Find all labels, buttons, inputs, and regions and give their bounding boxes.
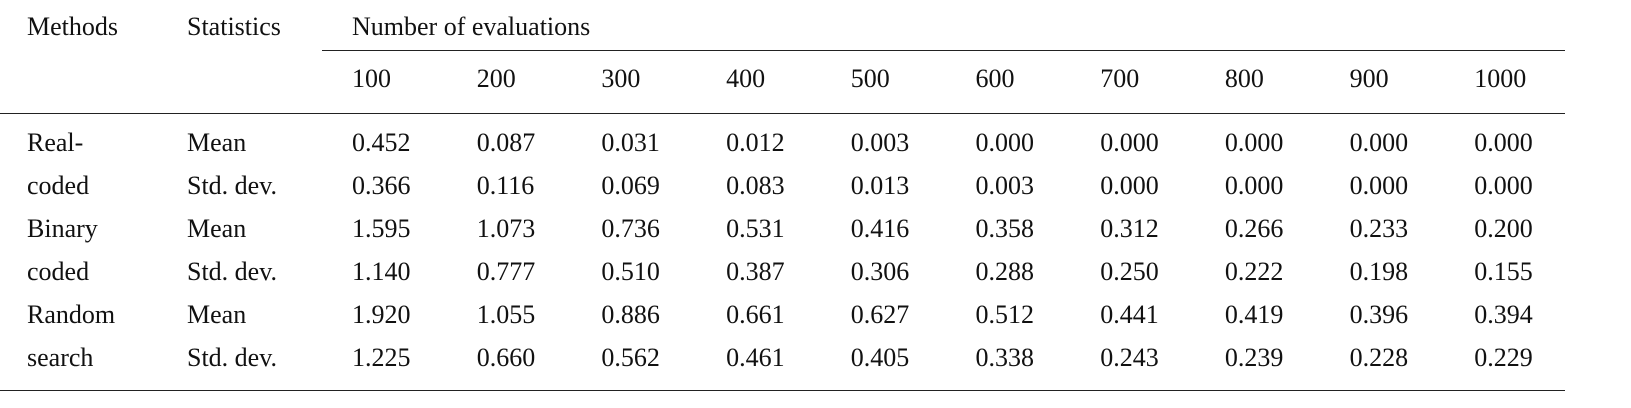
- value-cell: 0.419: [1224, 300, 1284, 329]
- value-cell: 0.405: [850, 343, 910, 372]
- value-cell: 0.396: [1349, 300, 1409, 329]
- value-cell: 0.416: [850, 214, 910, 243]
- header-cell: Statistics: [187, 12, 281, 41]
- value-cell: 1.140: [352, 257, 411, 286]
- value-cell: 0.441: [1100, 300, 1159, 329]
- value-cell: 0.452: [352, 128, 411, 157]
- value-cell: 0.087: [476, 128, 536, 157]
- value-cell: 0.228: [1349, 343, 1409, 372]
- header-rule: [322, 50, 1565, 51]
- header-cell: Methods: [27, 12, 118, 41]
- value-cell: 0.312: [1100, 214, 1159, 243]
- subheader-cell: 400: [726, 64, 766, 93]
- value-cell: 0.222: [1224, 257, 1284, 286]
- method-cell: coded: [27, 257, 90, 286]
- statistic-cell: Mean: [187, 214, 247, 243]
- method-cell: Random: [27, 300, 116, 329]
- value-cell: 0.000: [1100, 171, 1159, 200]
- value-cell: 0.288: [975, 257, 1035, 286]
- value-cell: 0.531: [726, 214, 785, 243]
- subheader-cell: 700: [1100, 64, 1140, 93]
- value-cell: 0.012: [726, 128, 785, 157]
- value-cell: 0.358: [975, 214, 1035, 243]
- value-cell: 1.920: [352, 300, 411, 329]
- subheader-cell: 900: [1349, 64, 1389, 93]
- method-cell: coded: [27, 171, 90, 200]
- value-cell: 0.660: [476, 343, 536, 372]
- subheader-cell: 100: [352, 64, 391, 93]
- value-cell: 0.338: [975, 343, 1035, 372]
- value-cell: 0.069: [601, 171, 660, 200]
- value-cell: 0.512: [975, 300, 1035, 329]
- value-cell: 0.387: [726, 257, 785, 286]
- value-cell: 0.661: [726, 300, 785, 329]
- value-cell: 0.116: [476, 171, 535, 200]
- value-cell: 0.886: [601, 300, 660, 329]
- value-cell: 1.055: [476, 300, 536, 329]
- value-cell: 0.003: [850, 128, 910, 157]
- value-cell: 0.000: [1474, 171, 1533, 200]
- statistic-cell: Std. dev.: [187, 343, 278, 372]
- value-cell: 0.155: [1474, 257, 1533, 286]
- value-cell: 0.366: [352, 171, 411, 200]
- value-cell: 0.306: [850, 257, 910, 286]
- value-cell: 0.013: [850, 171, 910, 200]
- value-cell: 0.777: [476, 257, 536, 286]
- value-cell: 0.243: [1100, 343, 1159, 372]
- method-cell: search: [27, 343, 94, 372]
- value-cell: 1.225: [352, 343, 411, 372]
- subheader-cell: 600: [975, 64, 1015, 93]
- value-cell: 0.003: [975, 171, 1035, 200]
- value-cell: 0.000: [1224, 128, 1284, 157]
- table-bottom-rule: [0, 390, 1565, 391]
- value-cell: 0.000: [975, 128, 1035, 157]
- statistic-cell: Mean: [187, 128, 247, 157]
- method-cell: Binary: [27, 214, 98, 243]
- value-cell: 0.562: [601, 343, 660, 372]
- value-cell: 1.073: [476, 214, 536, 243]
- method-cell: Real-: [27, 128, 84, 157]
- value-cell: 0.250: [1100, 257, 1159, 286]
- subheader-cell: 300: [601, 64, 641, 93]
- value-cell: 0.510: [601, 257, 660, 286]
- value-cell: 1.595: [352, 214, 411, 243]
- value-cell: 0.200: [1474, 214, 1533, 243]
- value-cell: 0.239: [1224, 343, 1284, 372]
- value-cell: 0.031: [601, 128, 660, 157]
- value-cell: 0.627: [850, 300, 910, 329]
- value-cell: 0.083: [726, 171, 785, 200]
- header-cell: Number of evaluations: [352, 12, 591, 41]
- header-bottom-rule: [0, 113, 1565, 114]
- subheader-cell: 1000: [1474, 64, 1527, 93]
- subheader-cell: 800: [1224, 64, 1264, 93]
- value-cell: 0.461: [726, 343, 785, 372]
- value-cell: 0.000: [1349, 171, 1409, 200]
- subheader-cell: 500: [850, 64, 890, 93]
- value-cell: 0.000: [1474, 128, 1533, 157]
- value-cell: 0.198: [1349, 257, 1409, 286]
- value-cell: 0.000: [1349, 128, 1409, 157]
- statistic-cell: Std. dev.: [187, 171, 278, 200]
- subheader-cell: 200: [476, 64, 516, 93]
- statistic-cell: Mean: [187, 300, 247, 329]
- value-cell: 0.000: [1100, 128, 1159, 157]
- value-cell: 0.229: [1474, 343, 1533, 372]
- statistic-cell: Std. dev.: [187, 257, 278, 286]
- value-cell: 0.233: [1349, 214, 1409, 243]
- value-cell: 0.266: [1224, 214, 1284, 243]
- value-cell: 0.736: [601, 214, 660, 243]
- value-cell: 0.000: [1224, 171, 1284, 200]
- value-cell: 0.394: [1474, 300, 1533, 329]
